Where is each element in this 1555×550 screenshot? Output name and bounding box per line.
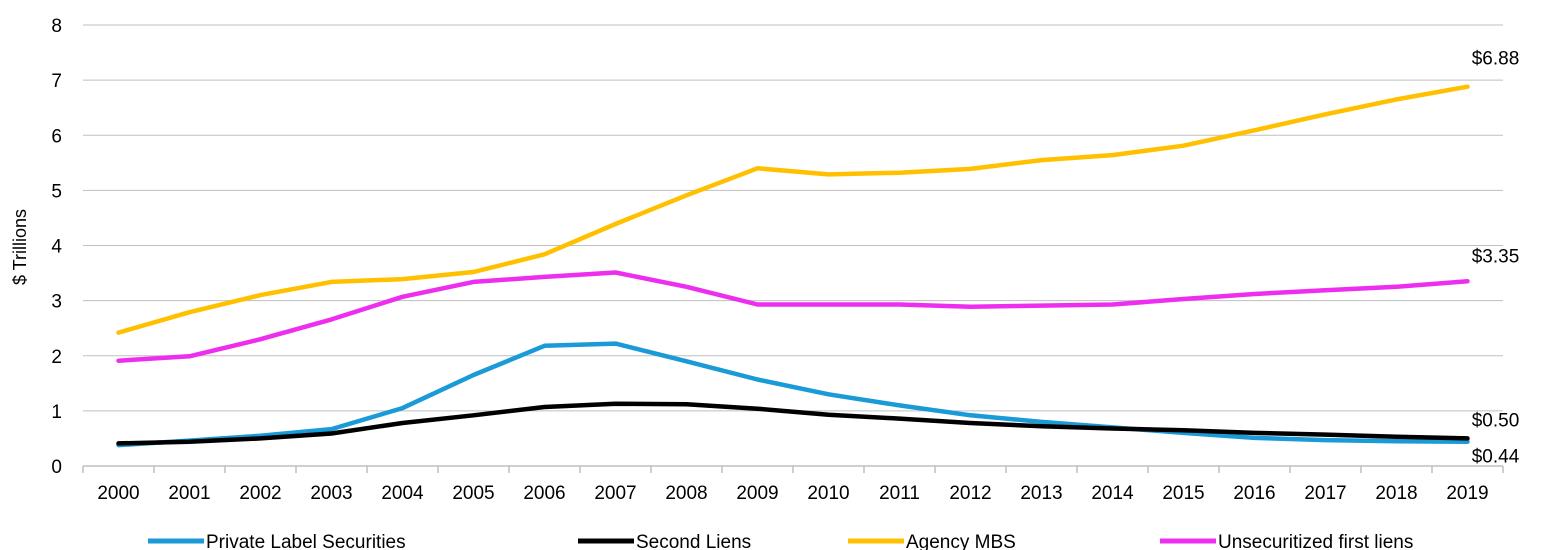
x-tick-label: 2003 [310,483,352,504]
end-data-label: $0.44 [1472,447,1520,468]
x-tick-label: 2018 [1375,483,1417,504]
x-tick-label: 2000 [97,483,139,504]
x-tick-label: 2013 [1020,483,1062,504]
x-tick-label: 2019 [1446,483,1488,504]
x-tick-label: 2001 [168,483,210,504]
end-data-label: $3.35 [1472,246,1520,267]
x-tick-label: 2009 [736,483,778,504]
series-line-agency-mbs [116,84,1470,335]
y-tick-label: 4 [51,237,62,258]
y-tick-label: 3 [51,292,62,313]
axes [82,465,1504,473]
y-tick-label: 8 [51,16,62,37]
y-tick-label: 2 [51,347,62,368]
x-tick-label: 2004 [381,483,424,504]
y-axis-title: $ Trillions [10,209,30,285]
x-tick-label: 2011 [879,483,920,504]
x-tick-label: 2008 [665,483,707,504]
y-tick-label: 5 [51,181,62,202]
legend: Private Label Securities Second Liens Agen… [148,532,1413,550]
y-tick-label: 0 [51,457,62,478]
series-line-unsecuritized-first-liens [116,270,1470,363]
series-line-second-liens [116,401,1470,446]
gridlines [83,24,1503,412]
y-tick-labels: 0 1 2 3 4 5 6 7 8 [51,16,62,478]
series-lines [116,84,1470,448]
legend-label: Unsecuritized first liens [1218,532,1413,550]
end-data-labels: $0.44 $0.50 $6.88 $3.35 [1472,49,1520,468]
legend-label: Second Liens [636,532,751,550]
x-tick-label: 2010 [807,483,849,504]
x-tick-label: 2006 [523,483,565,504]
y-tick-label: 7 [51,71,62,92]
x-tick-label: 2005 [452,483,494,504]
end-data-label: $6.88 [1472,49,1520,70]
x-tick-label: 2017 [1304,483,1346,504]
x-tick-labels: 2000 2001 2002 2003 2004 2005 2006 2007 2008 2009… [97,483,1488,504]
y-tick-label: 6 [51,126,62,147]
y-tick-label: 1 [51,402,62,423]
x-tick-label: 2015 [1162,483,1204,504]
series-line-private-label-securities [116,341,1470,448]
x-tick-label: 2012 [949,483,991,504]
end-data-label: $0.50 [1472,410,1520,431]
x-tick-label: 2007 [594,483,636,504]
x-tick-label: 2002 [239,483,281,504]
x-tick-label: 2014 [1091,483,1134,504]
legend-label: Private Label Securities [206,532,406,550]
legend-label: Agency MBS [906,532,1016,550]
x-tick-label: 2016 [1233,483,1275,504]
